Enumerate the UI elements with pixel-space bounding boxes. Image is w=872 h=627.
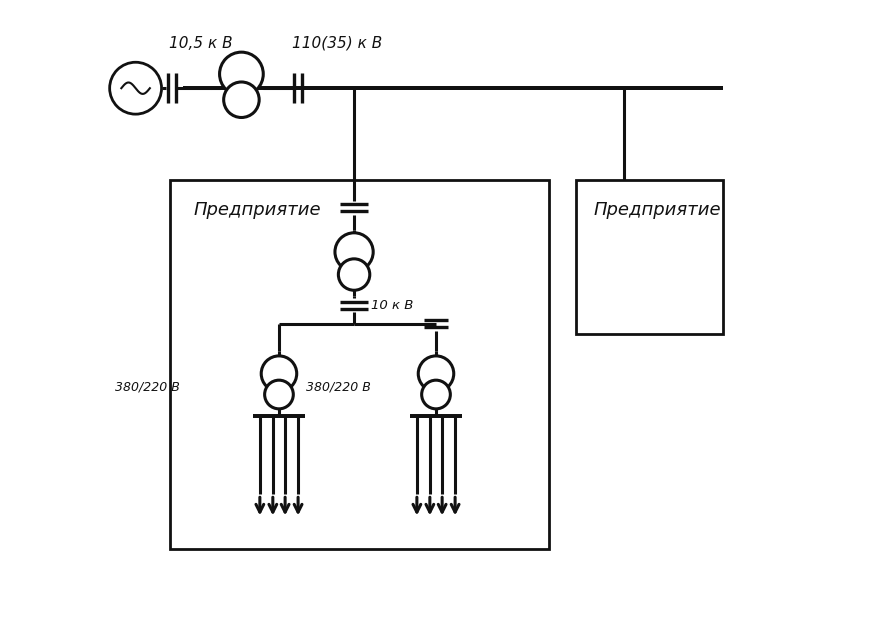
Circle shape [419,356,453,391]
Bar [170,181,548,549]
Circle shape [335,233,373,271]
Text: 380/220 В: 380/220 В [306,381,371,394]
Text: 110(35) к В: 110(35) к В [292,36,382,51]
Circle shape [110,62,161,114]
Bar [576,181,723,334]
Text: Предприятие: Предприятие [593,201,720,219]
Circle shape [220,52,263,96]
Text: 10 к В: 10 к В [371,299,413,312]
Circle shape [422,380,450,409]
Circle shape [338,259,370,290]
Text: 380/220 В: 380/220 В [115,381,180,394]
Circle shape [264,380,293,409]
Text: 10,5 к В: 10,5 к В [168,36,232,51]
Circle shape [262,356,296,391]
Text: Предприятие: Предприятие [194,201,321,219]
Circle shape [224,82,259,117]
